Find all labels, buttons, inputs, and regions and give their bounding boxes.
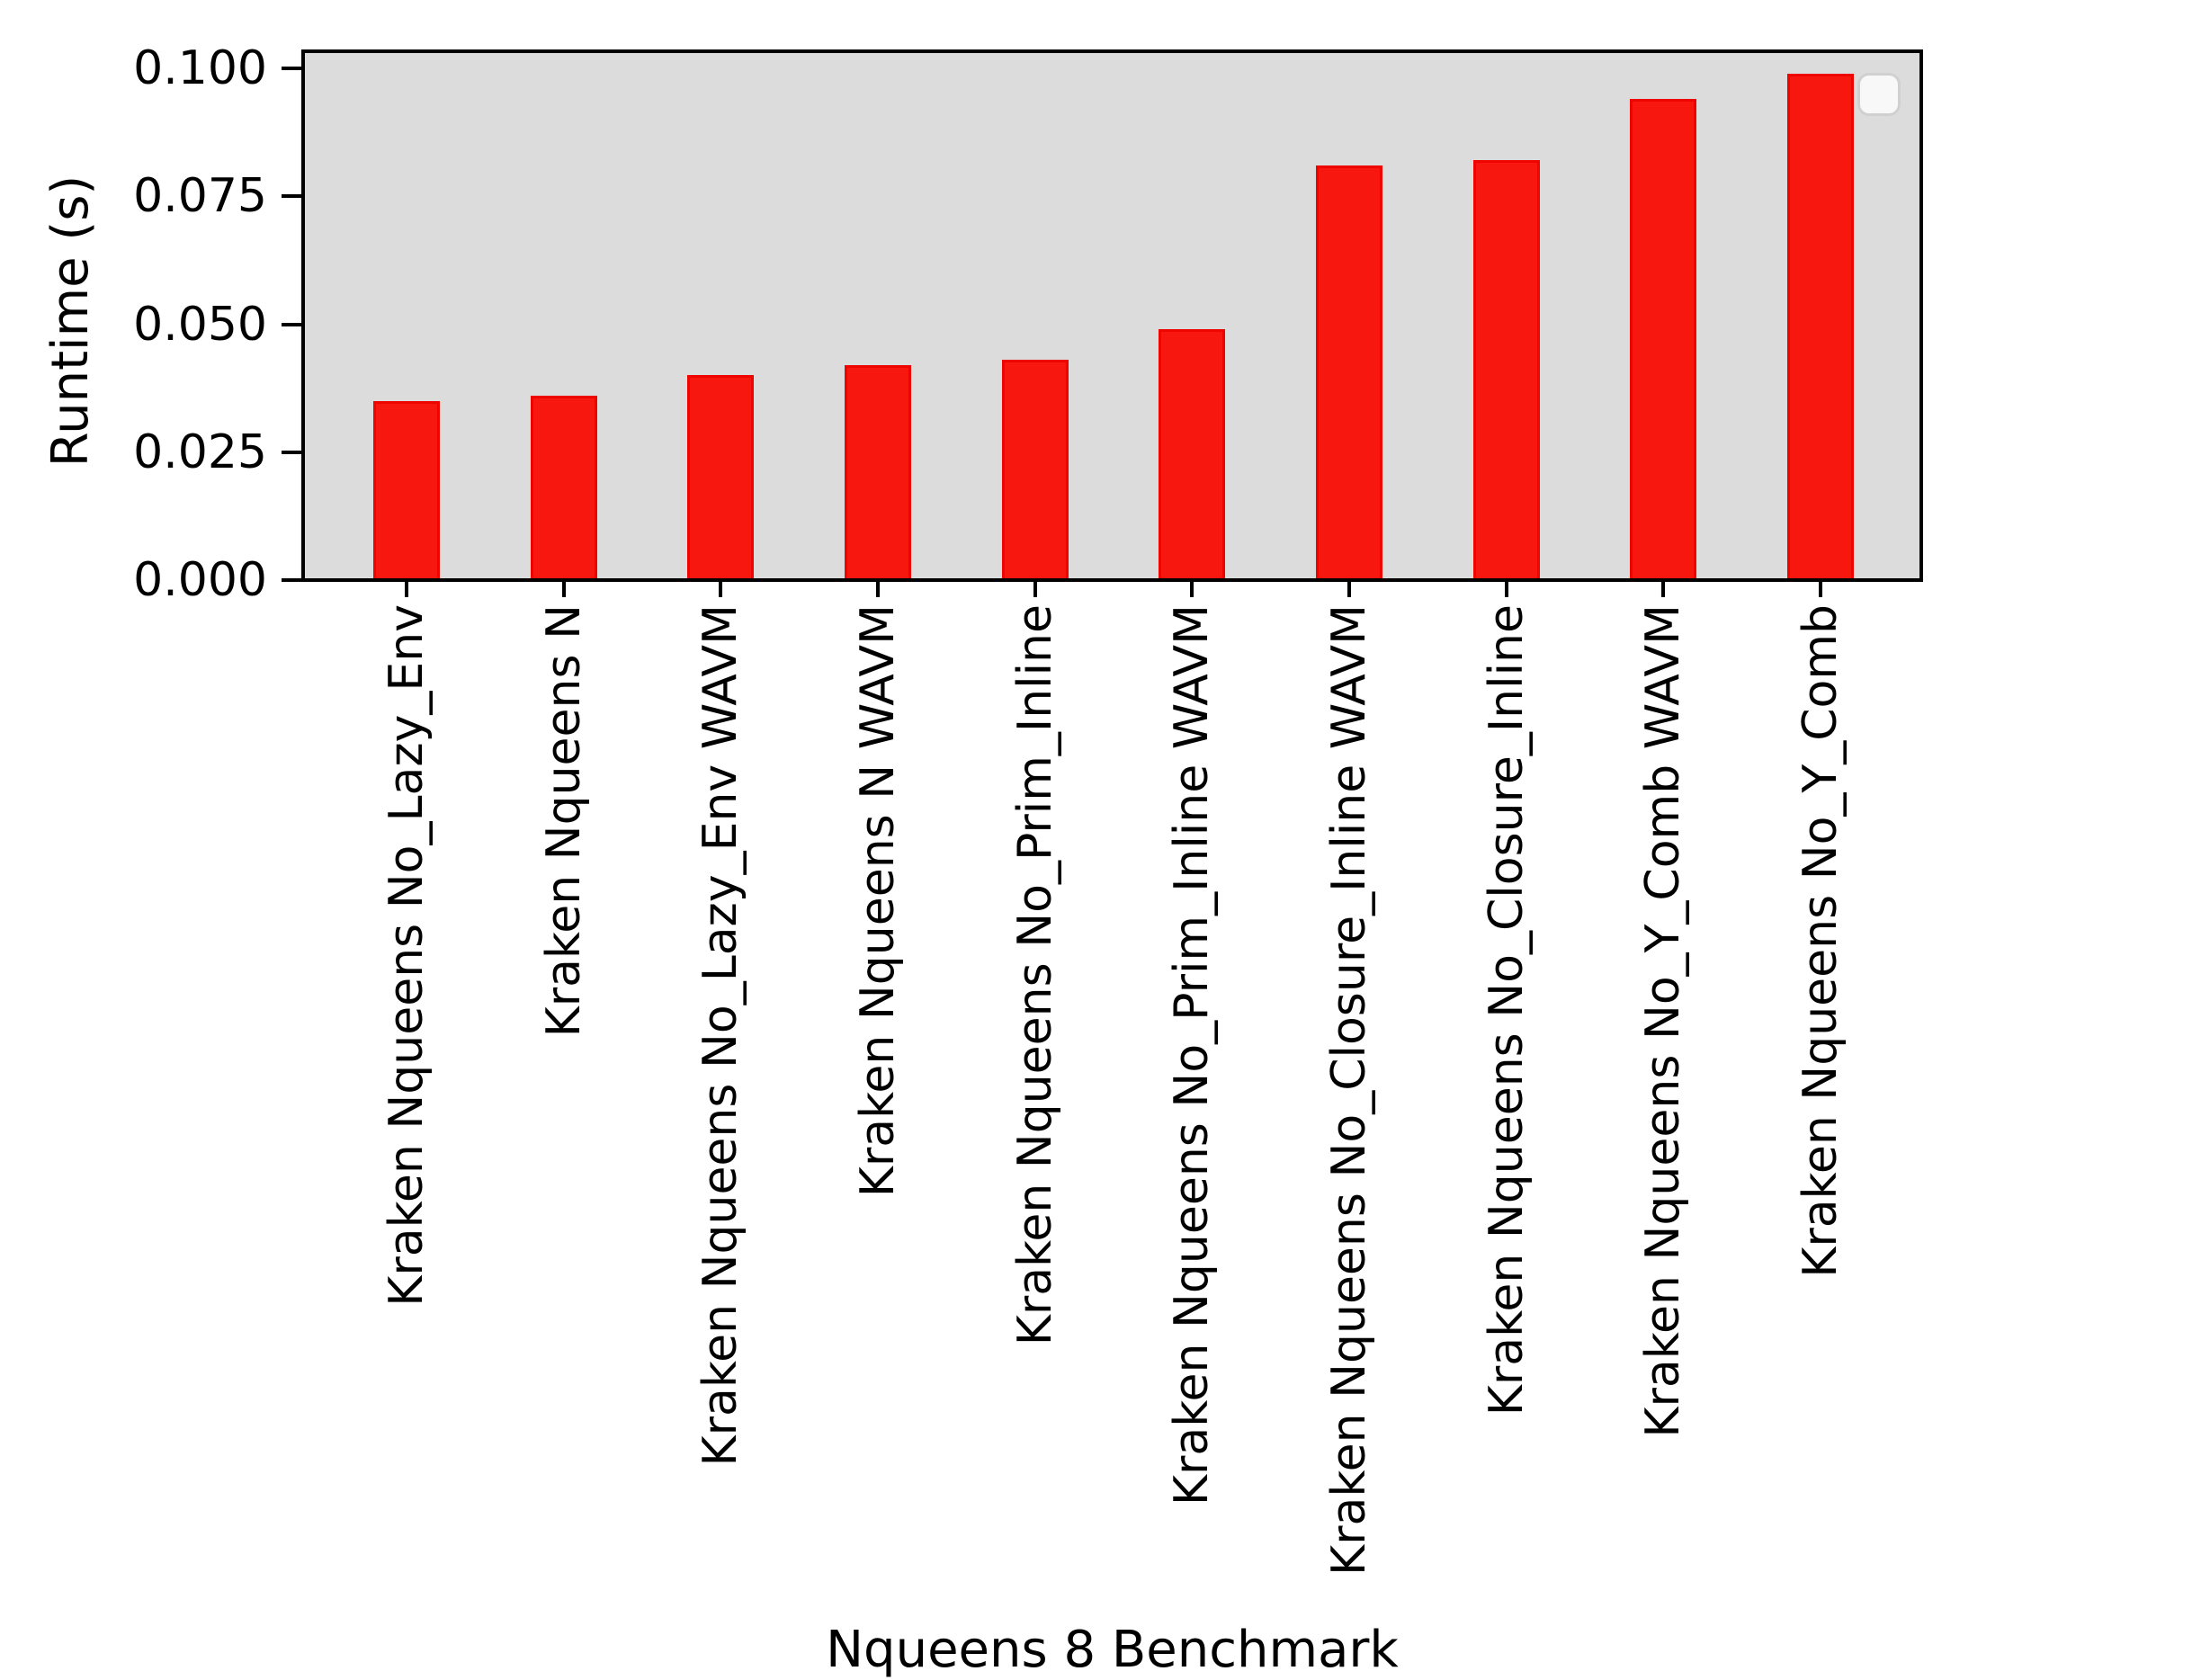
legend-box [1857,73,1901,116]
bar [1159,329,1225,578]
x-tick-label: Kraken Nqueens No_Lazy_Env WAVM [693,604,747,1467]
x-tick-mark [1661,582,1665,597]
y-tick-mark [282,451,301,454]
plot-area [301,49,1923,582]
y-tick-mark [282,323,301,326]
bar [1630,99,1696,578]
x-tick-mark [876,582,880,597]
y-tick-label: 0.000 [133,553,267,607]
x-tick-mark [1505,582,1508,597]
bar [373,401,440,578]
x-tick-label: Kraken Nqueens No_Y_Comb WAVM [1636,604,1690,1438]
y-axis-label: Runtime (s) [41,174,100,468]
x-tick-label: Kraken Nqueens No_Prim_Inline WAVM [1165,604,1219,1506]
x-tick-label: Kraken Nqueens No_Closure_Inline [1480,604,1534,1416]
bar [1316,165,1382,578]
y-tick-label: 0.075 [133,169,267,223]
x-tick-label: Kraken Nqueens N WAVM [851,604,905,1198]
x-tick-mark [1190,582,1194,597]
x-tick-label: Kraken Nqueens No_Prim_Inline [1008,604,1062,1346]
bar [1787,74,1854,578]
x-tick-mark [405,582,408,597]
x-tick-label: Kraken Nqueens No_Lazy_Env [380,604,434,1307]
bar [531,396,597,578]
y-tick-label: 0.025 [133,425,267,479]
bar [687,375,754,578]
y-tick-label: 0.050 [133,298,267,352]
y-tick-mark [282,578,301,582]
x-tick-mark [719,582,722,597]
x-tick-mark [1033,582,1037,597]
x-tick-label: Kraken Nqueens No_Closure_Inline WAVM [1322,604,1376,1576]
x-tick-mark [562,582,566,597]
bar [1473,160,1540,578]
x-tick-mark [1347,582,1351,597]
x-tick-mark [1819,582,1822,597]
x-tick-label: Kraken Nqueens No_Y_Comb [1794,604,1848,1278]
y-tick-mark [282,194,301,198]
y-tick-label: 0.100 [133,41,267,95]
bar [845,365,911,578]
x-axis-title: Nqueens 8 Benchmark [826,1621,1399,1679]
bar [1002,360,1069,578]
y-tick-mark [282,67,301,70]
x-tick-label: Kraken Nqueens N [537,604,591,1038]
